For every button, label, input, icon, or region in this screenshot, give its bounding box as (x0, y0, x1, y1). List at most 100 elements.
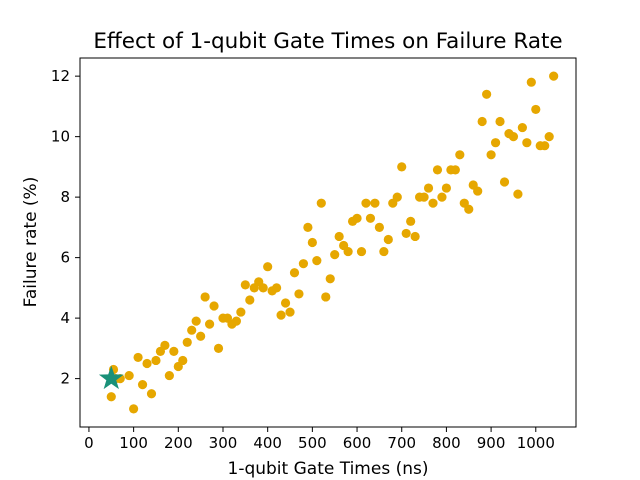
data-point (240, 280, 250, 290)
data-point (307, 237, 317, 248)
y-tick-label: 12 (51, 67, 70, 85)
x-tick-label: 500 (298, 434, 327, 452)
data-point (129, 404, 139, 414)
data-point (182, 337, 192, 347)
data-point (196, 331, 206, 341)
data-point (263, 262, 273, 272)
data-point (437, 192, 447, 202)
data-point (432, 165, 443, 175)
data-point (361, 198, 371, 208)
data-point (160, 340, 170, 350)
data-point (325, 274, 335, 284)
data-point (370, 198, 380, 208)
data-point (303, 222, 313, 232)
x-tick-label: 300 (209, 434, 238, 452)
data-point (531, 104, 541, 115)
data-point (464, 204, 474, 214)
y-axis-label: Failure rate (%) (21, 177, 41, 308)
data-point (191, 316, 201, 326)
x-tick-label: 700 (387, 434, 416, 452)
data-point (316, 198, 326, 208)
data-point (298, 259, 309, 269)
data-point (455, 150, 465, 160)
y-tick-label: 8 (60, 188, 70, 206)
data-point (392, 192, 402, 202)
y-axis-ticks: 2 4 6 8 10 12 (51, 67, 80, 388)
data-point (540, 141, 550, 151)
data-point (406, 216, 416, 226)
data-point (397, 162, 407, 172)
data-point (410, 231, 420, 242)
x-tick-label: 1000 (517, 434, 555, 452)
data-point (124, 370, 134, 381)
data-point (450, 165, 460, 175)
data-point (477, 116, 487, 127)
data-point (334, 231, 344, 242)
data-point (473, 186, 483, 196)
data-point (383, 234, 393, 245)
y-tick-label: 2 (60, 370, 70, 388)
star-marker (98, 365, 124, 390)
data-point (517, 122, 527, 133)
x-tick-label: 0 (84, 434, 94, 452)
data-point (200, 292, 210, 302)
data-point (213, 343, 224, 353)
data-point (374, 222, 384, 232)
data-point (146, 389, 157, 399)
data-point (276, 310, 286, 320)
x-tick-label: 900 (477, 434, 506, 452)
data-point (441, 183, 452, 193)
data-point (343, 246, 353, 257)
data-point (272, 283, 282, 293)
data-point (106, 392, 116, 402)
data-point (499, 177, 510, 187)
data-point (365, 213, 376, 223)
data-point (419, 192, 429, 202)
data-point (209, 301, 219, 311)
data-point (164, 370, 174, 381)
data-point (289, 268, 300, 278)
data-point (352, 213, 362, 223)
data-point (482, 89, 492, 99)
x-axis-ticks: 0 100 200 300 400 500 600 700 800 900 1000 (84, 427, 555, 452)
y-tick-label: 4 (60, 309, 70, 327)
data-point (204, 319, 215, 329)
data-point (137, 380, 148, 390)
data-point (294, 289, 304, 299)
data-point (486, 150, 496, 160)
data-point (312, 256, 322, 266)
plot-frame (79, 57, 577, 428)
data-point (490, 138, 501, 148)
data-point (423, 183, 434, 193)
data-point (513, 189, 523, 199)
data-points (98, 71, 559, 414)
data-point (236, 307, 246, 317)
data-point (526, 77, 536, 87)
data-point (142, 358, 152, 369)
data-point (401, 228, 411, 239)
data-point (258, 283, 268, 293)
x-tick-label: 100 (119, 434, 148, 452)
data-point (187, 325, 197, 335)
chart-title: Effect of 1-qubit Gate Times on Failure … (93, 29, 562, 54)
x-tick-label: 400 (253, 434, 282, 452)
x-tick-label: 200 (164, 434, 193, 452)
data-point (245, 295, 255, 305)
data-point (151, 355, 161, 366)
data-point (280, 298, 291, 308)
data-point (495, 116, 505, 127)
data-point (356, 246, 367, 257)
data-point (321, 292, 331, 302)
data-point (544, 132, 554, 142)
x-tick-label: 800 (432, 434, 461, 452)
data-point (522, 138, 532, 148)
data-point (169, 346, 179, 356)
y-tick-label: 10 (51, 128, 70, 146)
data-point (379, 246, 389, 257)
x-axis-label: 1-qubit Gate Times (ns) (228, 459, 429, 479)
data-point (549, 71, 559, 81)
data-point (178, 355, 188, 366)
data-point (508, 132, 519, 142)
